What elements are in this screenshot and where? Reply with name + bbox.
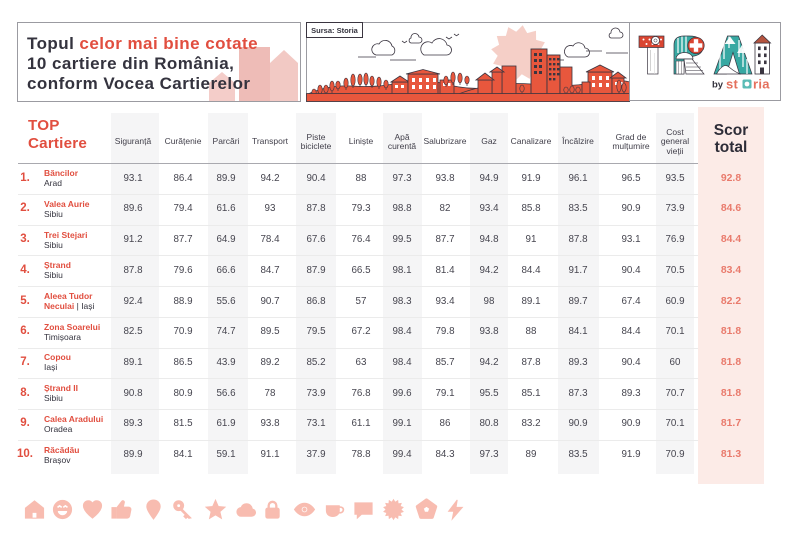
svg-text:st: st <box>726 77 739 92</box>
svg-text:ria: ria <box>753 77 770 92</box>
svg-text:by: by <box>712 80 724 91</box>
